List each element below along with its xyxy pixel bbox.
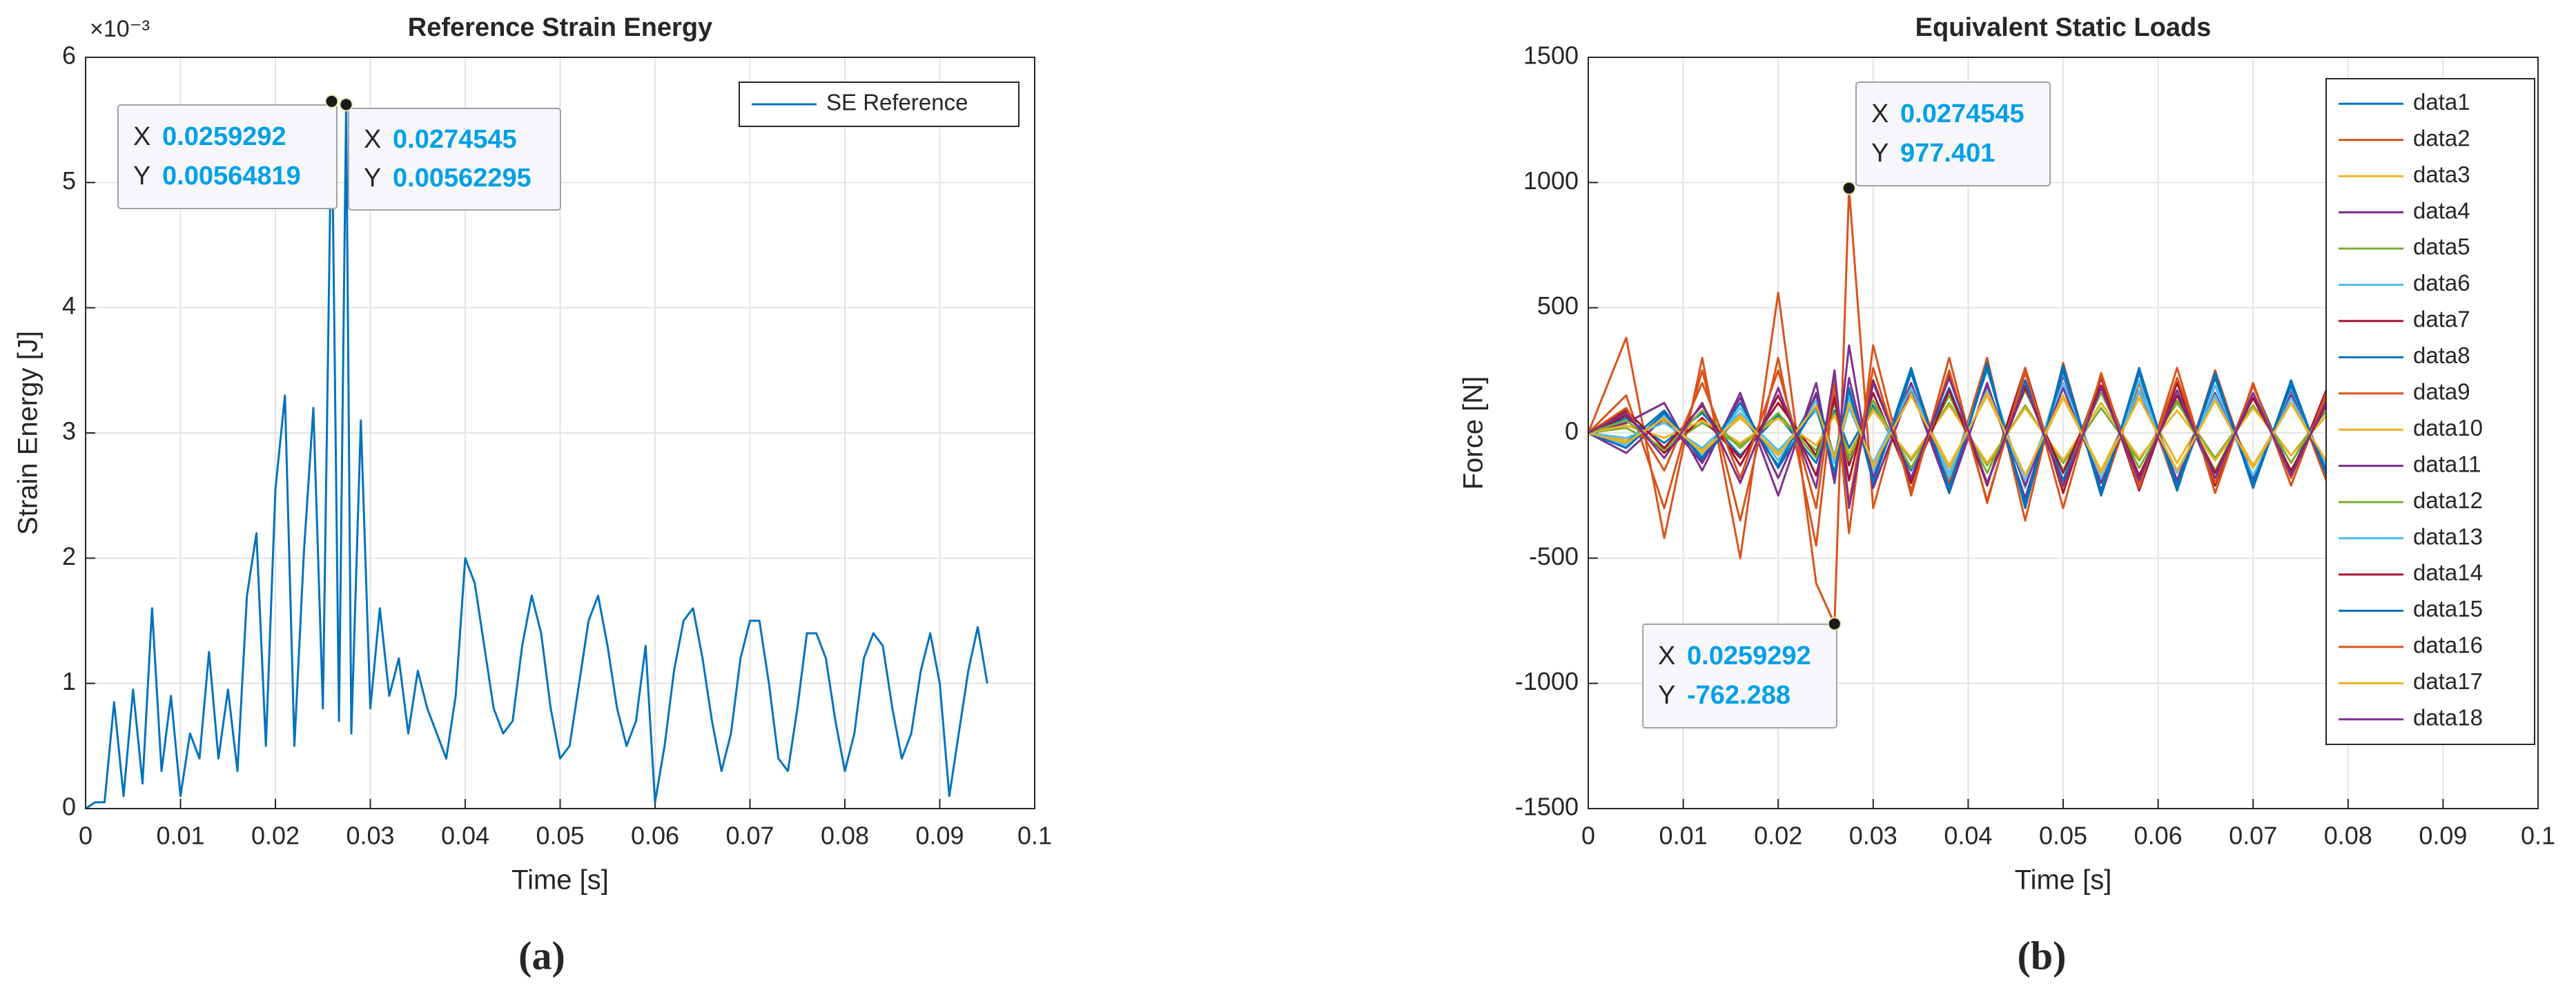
series-line bbox=[1588, 369, 2492, 510]
datatip-box bbox=[1855, 81, 2051, 186]
y-tick-label: -1000 bbox=[1515, 667, 1579, 695]
datatip-value: 977.401 bbox=[1900, 139, 1995, 168]
datatip-label: Y bbox=[1658, 681, 1675, 710]
x-tick-label: 0.04 bbox=[441, 822, 489, 850]
chart-title: Equivalent Static Loads bbox=[1915, 13, 2212, 42]
x-tick-label: 0.01 bbox=[1659, 822, 1708, 850]
datatip-value: -762.288 bbox=[1687, 681, 1790, 710]
x-tick-label: 0 bbox=[79, 822, 92, 850]
datatip-box bbox=[1642, 624, 1837, 728]
series-line bbox=[1588, 367, 2492, 494]
panel-label: (b) bbox=[2018, 933, 2067, 978]
datatip-marker bbox=[1827, 617, 1842, 631]
legend-label: data15 bbox=[2413, 596, 2483, 621]
legend-label: data5 bbox=[2413, 234, 2470, 260]
y-tick-label: 6 bbox=[62, 41, 76, 70]
legend-label: data12 bbox=[2413, 487, 2483, 513]
datatip-label: X bbox=[1871, 99, 1889, 128]
datatip-label: X bbox=[1658, 641, 1675, 670]
datatip-label: Y bbox=[1871, 139, 1889, 168]
legend-label: data3 bbox=[2413, 162, 2470, 187]
x-tick-label: 0.01 bbox=[156, 822, 204, 850]
y-tick-label: 0 bbox=[1565, 417, 1579, 445]
x-tick-label: 0.06 bbox=[2134, 822, 2183, 850]
x-tick-label: 0.09 bbox=[915, 822, 964, 850]
axes-box bbox=[1588, 57, 2539, 809]
x-tick-label: 0.1 bbox=[2521, 822, 2555, 850]
legend-label: data8 bbox=[2413, 342, 2470, 368]
datatip-value: 0.00564819 bbox=[162, 162, 301, 191]
x-tick-label: 0.08 bbox=[2324, 822, 2372, 850]
legend-label: SE Reference bbox=[826, 90, 968, 115]
datatip-label: X bbox=[364, 125, 381, 154]
legend-label: data11 bbox=[2413, 451, 2481, 476]
datatip-value: 0.0259292 bbox=[1687, 641, 1811, 670]
y-tick-label: 1000 bbox=[1523, 166, 1579, 195]
legend-label: data4 bbox=[2413, 197, 2470, 223]
x-tick-label: 0 bbox=[1581, 822, 1595, 850]
x-tick-label: 0.06 bbox=[631, 822, 679, 850]
datatip-value: 0.0274545 bbox=[1900, 99, 2024, 128]
legend-box bbox=[2325, 78, 2535, 745]
x-tick-label: 0.08 bbox=[821, 822, 869, 850]
y-tick-label: 1500 bbox=[1523, 41, 1579, 70]
x-tick-label: 0.07 bbox=[2229, 822, 2277, 850]
legend-label: data6 bbox=[2413, 270, 2470, 296]
y-tick-label: 0 bbox=[62, 793, 76, 821]
x-tick-label: 0.03 bbox=[1849, 822, 1897, 850]
datatip-label: Y bbox=[364, 164, 381, 193]
y-tick-label: 1 bbox=[62, 667, 76, 695]
x-axis-label: Time [s] bbox=[2015, 865, 2112, 896]
legend-label: data14 bbox=[2413, 560, 2483, 586]
legend-label: data17 bbox=[2413, 668, 2483, 694]
x-axis-label: Time [s] bbox=[511, 865, 609, 896]
x-tick-label: 0.09 bbox=[2419, 822, 2467, 850]
legend-label: data1 bbox=[2413, 89, 2470, 115]
x-tick-label: 0.03 bbox=[346, 822, 394, 850]
x-tick-label: 0.05 bbox=[536, 822, 584, 850]
x-tick-label: 0.02 bbox=[251, 822, 300, 850]
datatip-marker bbox=[1842, 181, 1856, 195]
datatip-value: 0.0259292 bbox=[162, 122, 286, 151]
y-tick-label: -1500 bbox=[1515, 793, 1579, 821]
y-tick-label: 500 bbox=[1537, 291, 1579, 320]
x-tick-label: 0.1 bbox=[1017, 822, 1052, 850]
x-tick-label: 0.02 bbox=[1754, 822, 1802, 850]
y-tick-label: -500 bbox=[1529, 542, 1579, 570]
series-line bbox=[85, 100, 988, 810]
legend-label: data10 bbox=[2413, 415, 2483, 441]
datatip-box bbox=[117, 104, 338, 209]
datatip-value: 0.0274545 bbox=[393, 125, 517, 154]
legend-label: data18 bbox=[2413, 704, 2483, 730]
x-tick-label: 0.04 bbox=[1944, 822, 1992, 850]
y-tick-label: 4 bbox=[62, 291, 76, 320]
y-tick-label: 2 bbox=[62, 542, 76, 570]
exponent-label: ×10⁻³ bbox=[90, 16, 150, 42]
x-tick-label: 0.07 bbox=[725, 822, 774, 850]
x-tick-label: 0.05 bbox=[2039, 822, 2087, 850]
legend-label: data2 bbox=[2413, 125, 2470, 151]
datatip-box bbox=[348, 108, 561, 211]
panel-label: (a) bbox=[518, 933, 565, 978]
y-axis-label: Strain Energy [J] bbox=[13, 331, 43, 535]
y-axis-label: Force [N] bbox=[1458, 376, 1489, 490]
axes-box bbox=[85, 57, 1035, 809]
datatip-marker bbox=[324, 94, 339, 108]
legend-label: data7 bbox=[2413, 307, 2470, 332]
datatip-value: 0.00562295 bbox=[393, 164, 531, 193]
legend-label: data9 bbox=[2413, 378, 2470, 404]
datatip-marker bbox=[339, 97, 353, 112]
legend-label: data13 bbox=[2413, 523, 2483, 549]
datatip-label: X bbox=[133, 122, 150, 151]
y-tick-label: 3 bbox=[62, 417, 76, 445]
legend-label: data16 bbox=[2413, 633, 2483, 658]
datatip-label: Y bbox=[133, 162, 150, 191]
chart-title: Reference Strain Energy bbox=[408, 13, 712, 42]
y-tick-label: 5 bbox=[62, 166, 76, 195]
